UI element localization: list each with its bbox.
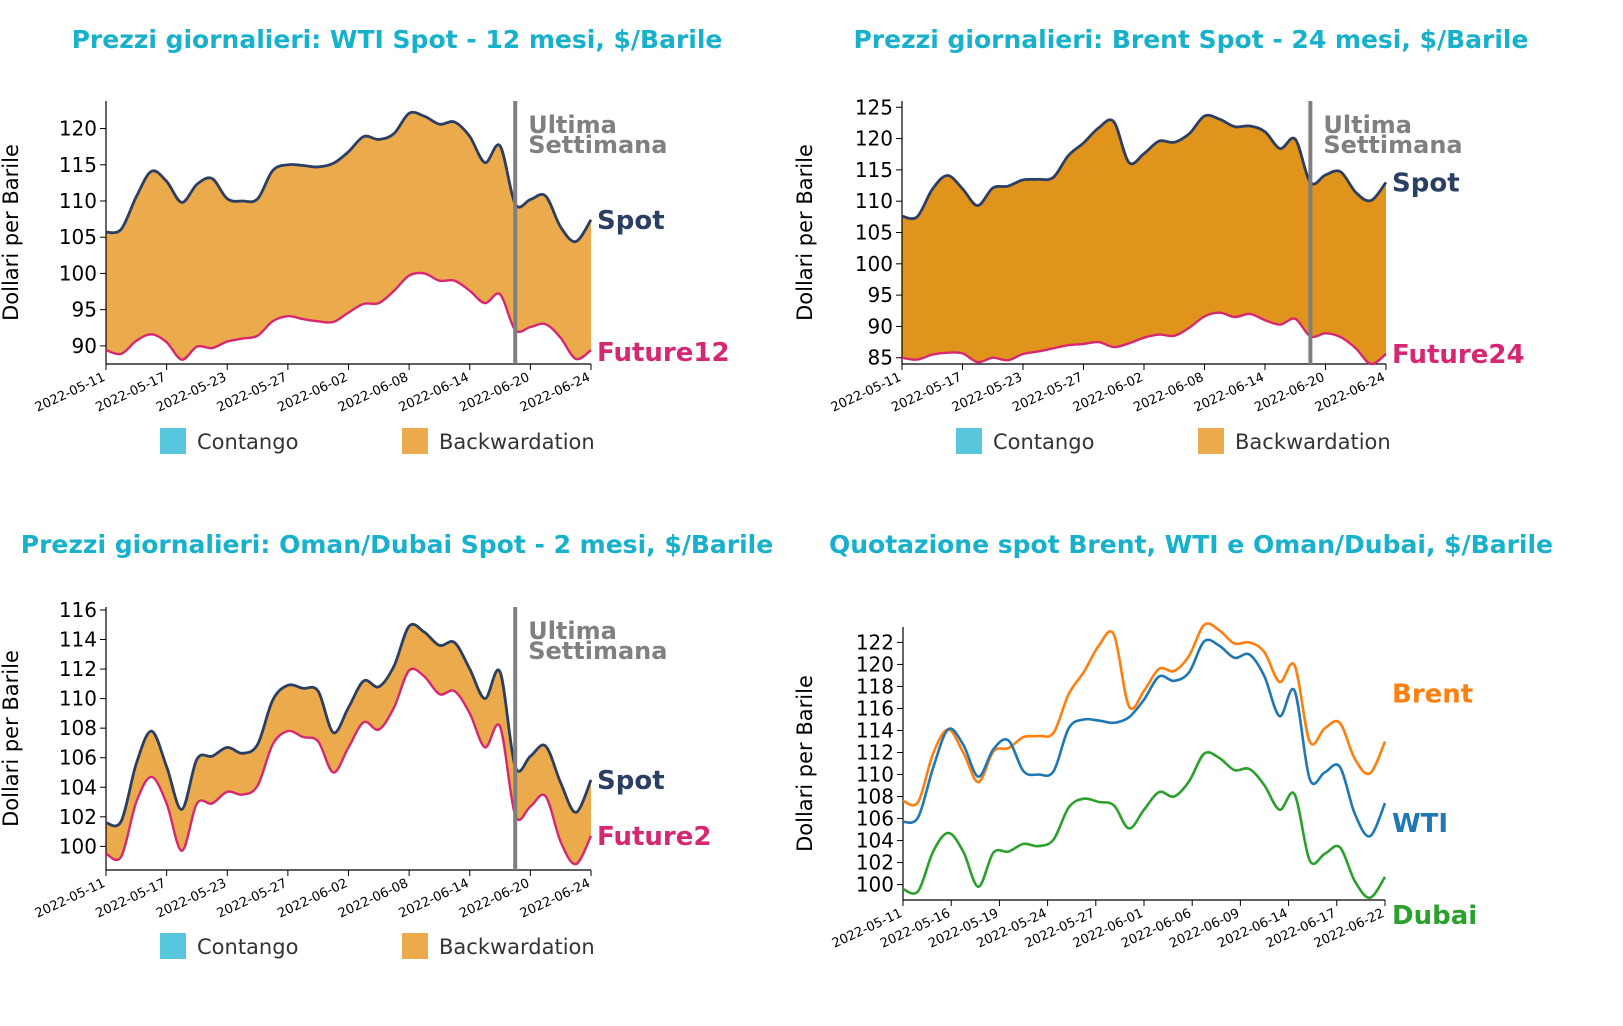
chart-brent: Prezzi giornalieri: Brent Spot - 24 mesi… [793, 25, 1528, 454]
end-label-wti: WTI [1392, 809, 1448, 839]
end-label-spot: Spot [597, 206, 665, 236]
y-tick-label: 100 [59, 834, 97, 858]
legend-label-contango: Contango [197, 935, 298, 959]
y-tick-label: 105 [855, 221, 893, 245]
series-line-dubai [902, 750, 1387, 900]
y-axis-label: Dollari per Barile [793, 675, 817, 852]
end-label-future12: Future12 [597, 338, 730, 368]
y-tick-label: 106 [856, 807, 894, 831]
y-axis-label: Dollari per Barile [0, 144, 23, 321]
chart-title: Prezzi giornalieri: Brent Spot - 24 mesi… [854, 25, 1529, 54]
y-tick-label: 115 [855, 158, 893, 182]
end-label-brent: Brent [1392, 679, 1473, 709]
y-tick-label: 105 [59, 225, 97, 249]
series-line-spot [901, 113, 1388, 221]
series-line-wti [902, 638, 1387, 838]
end-label-future24: Future24 [1392, 340, 1525, 370]
y-tick-label: 90 [868, 314, 893, 338]
y-tick-label: 114 [856, 718, 894, 742]
series-line-future2 [105, 667, 593, 866]
y-tick-label: 122 [856, 630, 894, 654]
legend-swatch-contango [160, 933, 186, 959]
y-tick-label: 116 [856, 696, 894, 720]
series-line-spot [105, 622, 593, 828]
y-axis-label: Dollari per Barile [0, 650, 23, 827]
last-week-label: Settimana [528, 131, 667, 159]
last-week-label: Ultima [1323, 111, 1412, 139]
y-tick-label: 108 [856, 785, 894, 809]
y-tick-label: 104 [856, 829, 894, 853]
chart-title: Quotazione spot Brent, WTI e Oman/Dubai,… [829, 530, 1553, 559]
legend-label-backwardation: Backwardation [1235, 430, 1391, 454]
chart-title: Prezzi giornalieri: WTI Spot - 12 mesi, … [72, 25, 723, 54]
legend-label-backwardation: Backwardation [439, 430, 595, 454]
x-tick-label: 2022-06-24 [1313, 370, 1388, 416]
end-label-spot: Spot [597, 766, 665, 796]
last-week-label: Ultima [528, 617, 617, 645]
last-week-label: Settimana [1323, 131, 1462, 159]
chart-wti: Prezzi giornalieri: WTI Spot - 12 mesi, … [0, 25, 730, 454]
y-tick-label: 85 [868, 346, 893, 370]
y-tick-label: 116 [59, 598, 97, 622]
y-tick-label: 100 [856, 873, 894, 897]
series-line-spot [105, 110, 593, 244]
backwardation-area [106, 624, 591, 865]
y-tick-label: 110 [856, 763, 894, 787]
y-tick-label: 120 [856, 652, 894, 676]
y-tick-label: 110 [59, 687, 97, 711]
legend-label-contango: Contango [197, 430, 298, 454]
last-week-label: Ultima [528, 111, 617, 139]
y-tick-label: 90 [72, 334, 97, 358]
series-line-brent [902, 622, 1387, 807]
y-tick-label: 118 [856, 674, 894, 698]
chart-dubai: Prezzi giornalieri: Oman/Dubai Spot - 2 … [0, 530, 773, 959]
y-tick-label: 108 [59, 716, 97, 740]
y-tick-label: 102 [59, 805, 97, 829]
y-tick-label: 112 [59, 657, 97, 681]
y-tick-label: 110 [59, 189, 97, 213]
backwardation-area [106, 112, 591, 360]
y-tick-label: 114 [59, 628, 97, 652]
y-tick-label: 95 [72, 298, 97, 322]
y-axis-label: Dollari per Barile [793, 144, 817, 321]
y-tick-label: 110 [855, 189, 893, 213]
y-tick-label: 106 [59, 746, 97, 770]
legend-swatch-backwardation [1198, 428, 1224, 454]
legend-swatch-contango [160, 428, 186, 454]
y-tick-label: 112 [856, 740, 894, 764]
y-tick-label: 104 [59, 775, 97, 799]
y-tick-label: 100 [855, 252, 893, 276]
chart-compare: Quotazione spot Brent, WTI e Oman/Dubai,… [793, 530, 1553, 952]
last-week-label: Settimana [528, 637, 667, 665]
y-tick-label: 95 [868, 283, 893, 307]
end-label-future2: Future2 [597, 822, 711, 852]
y-tick-label: 115 [59, 153, 97, 177]
series-line-future24 [901, 311, 1387, 366]
y-tick-label: 100 [59, 261, 97, 285]
x-tick-label: 2022-06-24 [518, 370, 593, 416]
end-label-dubai: Dubai [1392, 901, 1477, 931]
chart-title: Prezzi giornalieri: Oman/Dubai Spot - 2 … [21, 530, 773, 559]
legend-swatch-contango [956, 428, 982, 454]
x-tick-label: 2022-06-24 [518, 876, 593, 922]
y-tick-label: 120 [59, 117, 97, 141]
end-label-spot: Spot [1392, 168, 1460, 198]
y-tick-label: 120 [855, 127, 893, 151]
series-line-future12 [105, 271, 592, 361]
legend-swatch-backwardation [402, 933, 428, 959]
y-tick-label: 102 [856, 851, 894, 875]
legend-swatch-backwardation [402, 428, 428, 454]
y-tick-label: 125 [855, 95, 893, 119]
legend-label-backwardation: Backwardation [439, 935, 595, 959]
legend-label-contango: Contango [993, 430, 1094, 454]
backwardation-area [902, 115, 1386, 365]
